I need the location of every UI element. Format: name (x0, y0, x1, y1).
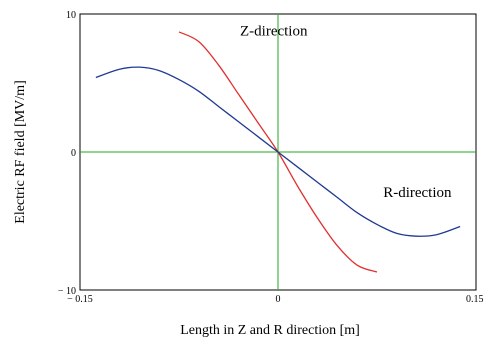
series-group (95, 31, 461, 273)
series-annotation: Z-direction (240, 24, 308, 40)
y-tick-label: 10 (66, 10, 76, 21)
x-tick-label: 0.15 (466, 294, 484, 305)
y-tick-label: − 10 (58, 286, 76, 297)
series-annotation: R-direction (383, 185, 452, 201)
x-tick-label: − 0.15 (67, 294, 93, 305)
y-tick-labels: 10 0 − 10 (58, 10, 76, 297)
annotations: Z-direction R-direction (240, 24, 452, 201)
x-tick-label: 0 (276, 294, 281, 305)
y-tick-label: 0 (71, 148, 76, 159)
y-axis-label: Electric RF field [MV/m] (13, 80, 28, 223)
x-axis-label: Length in Z and R direction [m] (180, 323, 360, 338)
series-line-2 (95, 66, 461, 237)
x-tick-labels: − 0.15 0 0.15 (67, 294, 483, 305)
